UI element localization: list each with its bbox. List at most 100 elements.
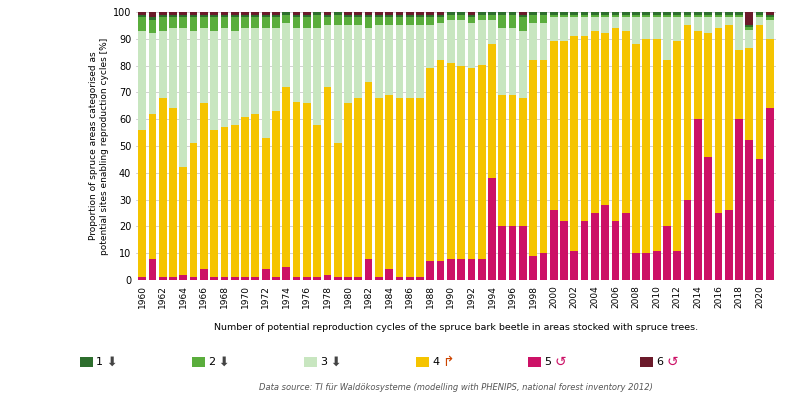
Bar — [530, 256, 537, 280]
Bar — [540, 15, 547, 23]
Bar — [663, 12, 670, 15]
Bar — [560, 221, 568, 280]
Bar — [488, 178, 496, 280]
Bar — [735, 50, 743, 119]
Bar — [375, 17, 382, 25]
Bar — [694, 31, 702, 119]
Bar — [488, 15, 496, 20]
Bar — [293, 28, 300, 102]
Bar — [498, 95, 506, 226]
Bar — [426, 15, 434, 17]
Bar — [293, 277, 300, 280]
Bar — [663, 15, 670, 17]
Bar — [766, 108, 774, 280]
Bar — [550, 17, 558, 42]
Bar — [684, 17, 691, 25]
Bar — [550, 15, 558, 17]
Bar — [344, 25, 352, 103]
Bar — [581, 17, 589, 36]
Bar — [303, 277, 310, 280]
Bar — [416, 17, 424, 25]
Bar — [704, 157, 712, 280]
Bar — [766, 15, 774, 17]
Bar — [447, 12, 454, 15]
Bar — [746, 48, 753, 140]
Bar — [365, 12, 372, 15]
Bar — [200, 269, 208, 280]
Bar — [406, 17, 414, 25]
Bar — [704, 34, 712, 157]
Bar — [684, 15, 691, 17]
Bar — [221, 12, 228, 15]
Bar — [293, 12, 300, 15]
Bar — [663, 60, 670, 226]
Bar — [642, 15, 650, 17]
Bar — [612, 28, 619, 221]
Bar — [704, 12, 712, 15]
Bar — [746, 140, 753, 280]
Bar — [426, 68, 434, 261]
Bar — [375, 98, 382, 277]
Bar — [602, 17, 609, 34]
Bar — [251, 12, 259, 15]
Bar — [386, 25, 393, 95]
Bar — [756, 159, 763, 280]
Bar — [354, 25, 362, 98]
Bar — [334, 15, 342, 25]
Bar — [406, 277, 414, 280]
Bar — [467, 17, 475, 23]
Bar — [231, 15, 238, 17]
Bar — [159, 12, 166, 15]
Bar — [426, 25, 434, 68]
Bar — [323, 15, 331, 17]
Bar — [272, 15, 280, 17]
Bar — [231, 277, 238, 280]
Bar — [570, 250, 578, 280]
Bar — [190, 143, 198, 277]
Bar — [612, 15, 619, 17]
Bar — [602, 12, 609, 15]
Bar — [365, 82, 372, 258]
Bar — [344, 15, 352, 17]
Bar — [179, 17, 187, 28]
Bar — [581, 12, 589, 15]
Bar — [602, 205, 609, 280]
Bar — [570, 12, 578, 15]
Bar — [632, 15, 640, 17]
Bar — [395, 277, 403, 280]
Bar — [540, 60, 547, 253]
Bar — [602, 15, 609, 17]
Bar — [272, 17, 280, 28]
Bar — [386, 95, 393, 269]
Bar — [262, 28, 270, 138]
Bar — [149, 12, 156, 17]
Bar — [663, 17, 670, 60]
Bar — [694, 12, 702, 15]
Bar — [159, 277, 166, 280]
Text: 3: 3 — [320, 357, 327, 367]
Bar — [478, 12, 486, 15]
Bar — [570, 15, 578, 17]
Bar — [272, 111, 280, 277]
Bar — [303, 103, 310, 277]
Bar — [179, 12, 187, 15]
Bar — [231, 124, 238, 277]
Bar — [735, 119, 743, 280]
Bar — [262, 138, 270, 269]
Bar — [694, 17, 702, 31]
Bar — [416, 12, 424, 15]
Bar — [622, 213, 630, 280]
Y-axis label: Proportion of spruce areas categorised as
potential sites enabling reproduction : Proportion of spruce areas categorised a… — [89, 37, 109, 255]
Bar — [498, 15, 506, 28]
Bar — [622, 31, 630, 213]
Bar — [642, 253, 650, 280]
Bar — [530, 23, 537, 60]
Bar — [498, 12, 506, 15]
Bar — [375, 12, 382, 15]
Bar — [560, 15, 568, 17]
Bar — [591, 15, 598, 17]
Bar — [221, 28, 228, 127]
Bar — [725, 210, 733, 280]
Bar — [684, 200, 691, 280]
Bar — [334, 277, 342, 280]
